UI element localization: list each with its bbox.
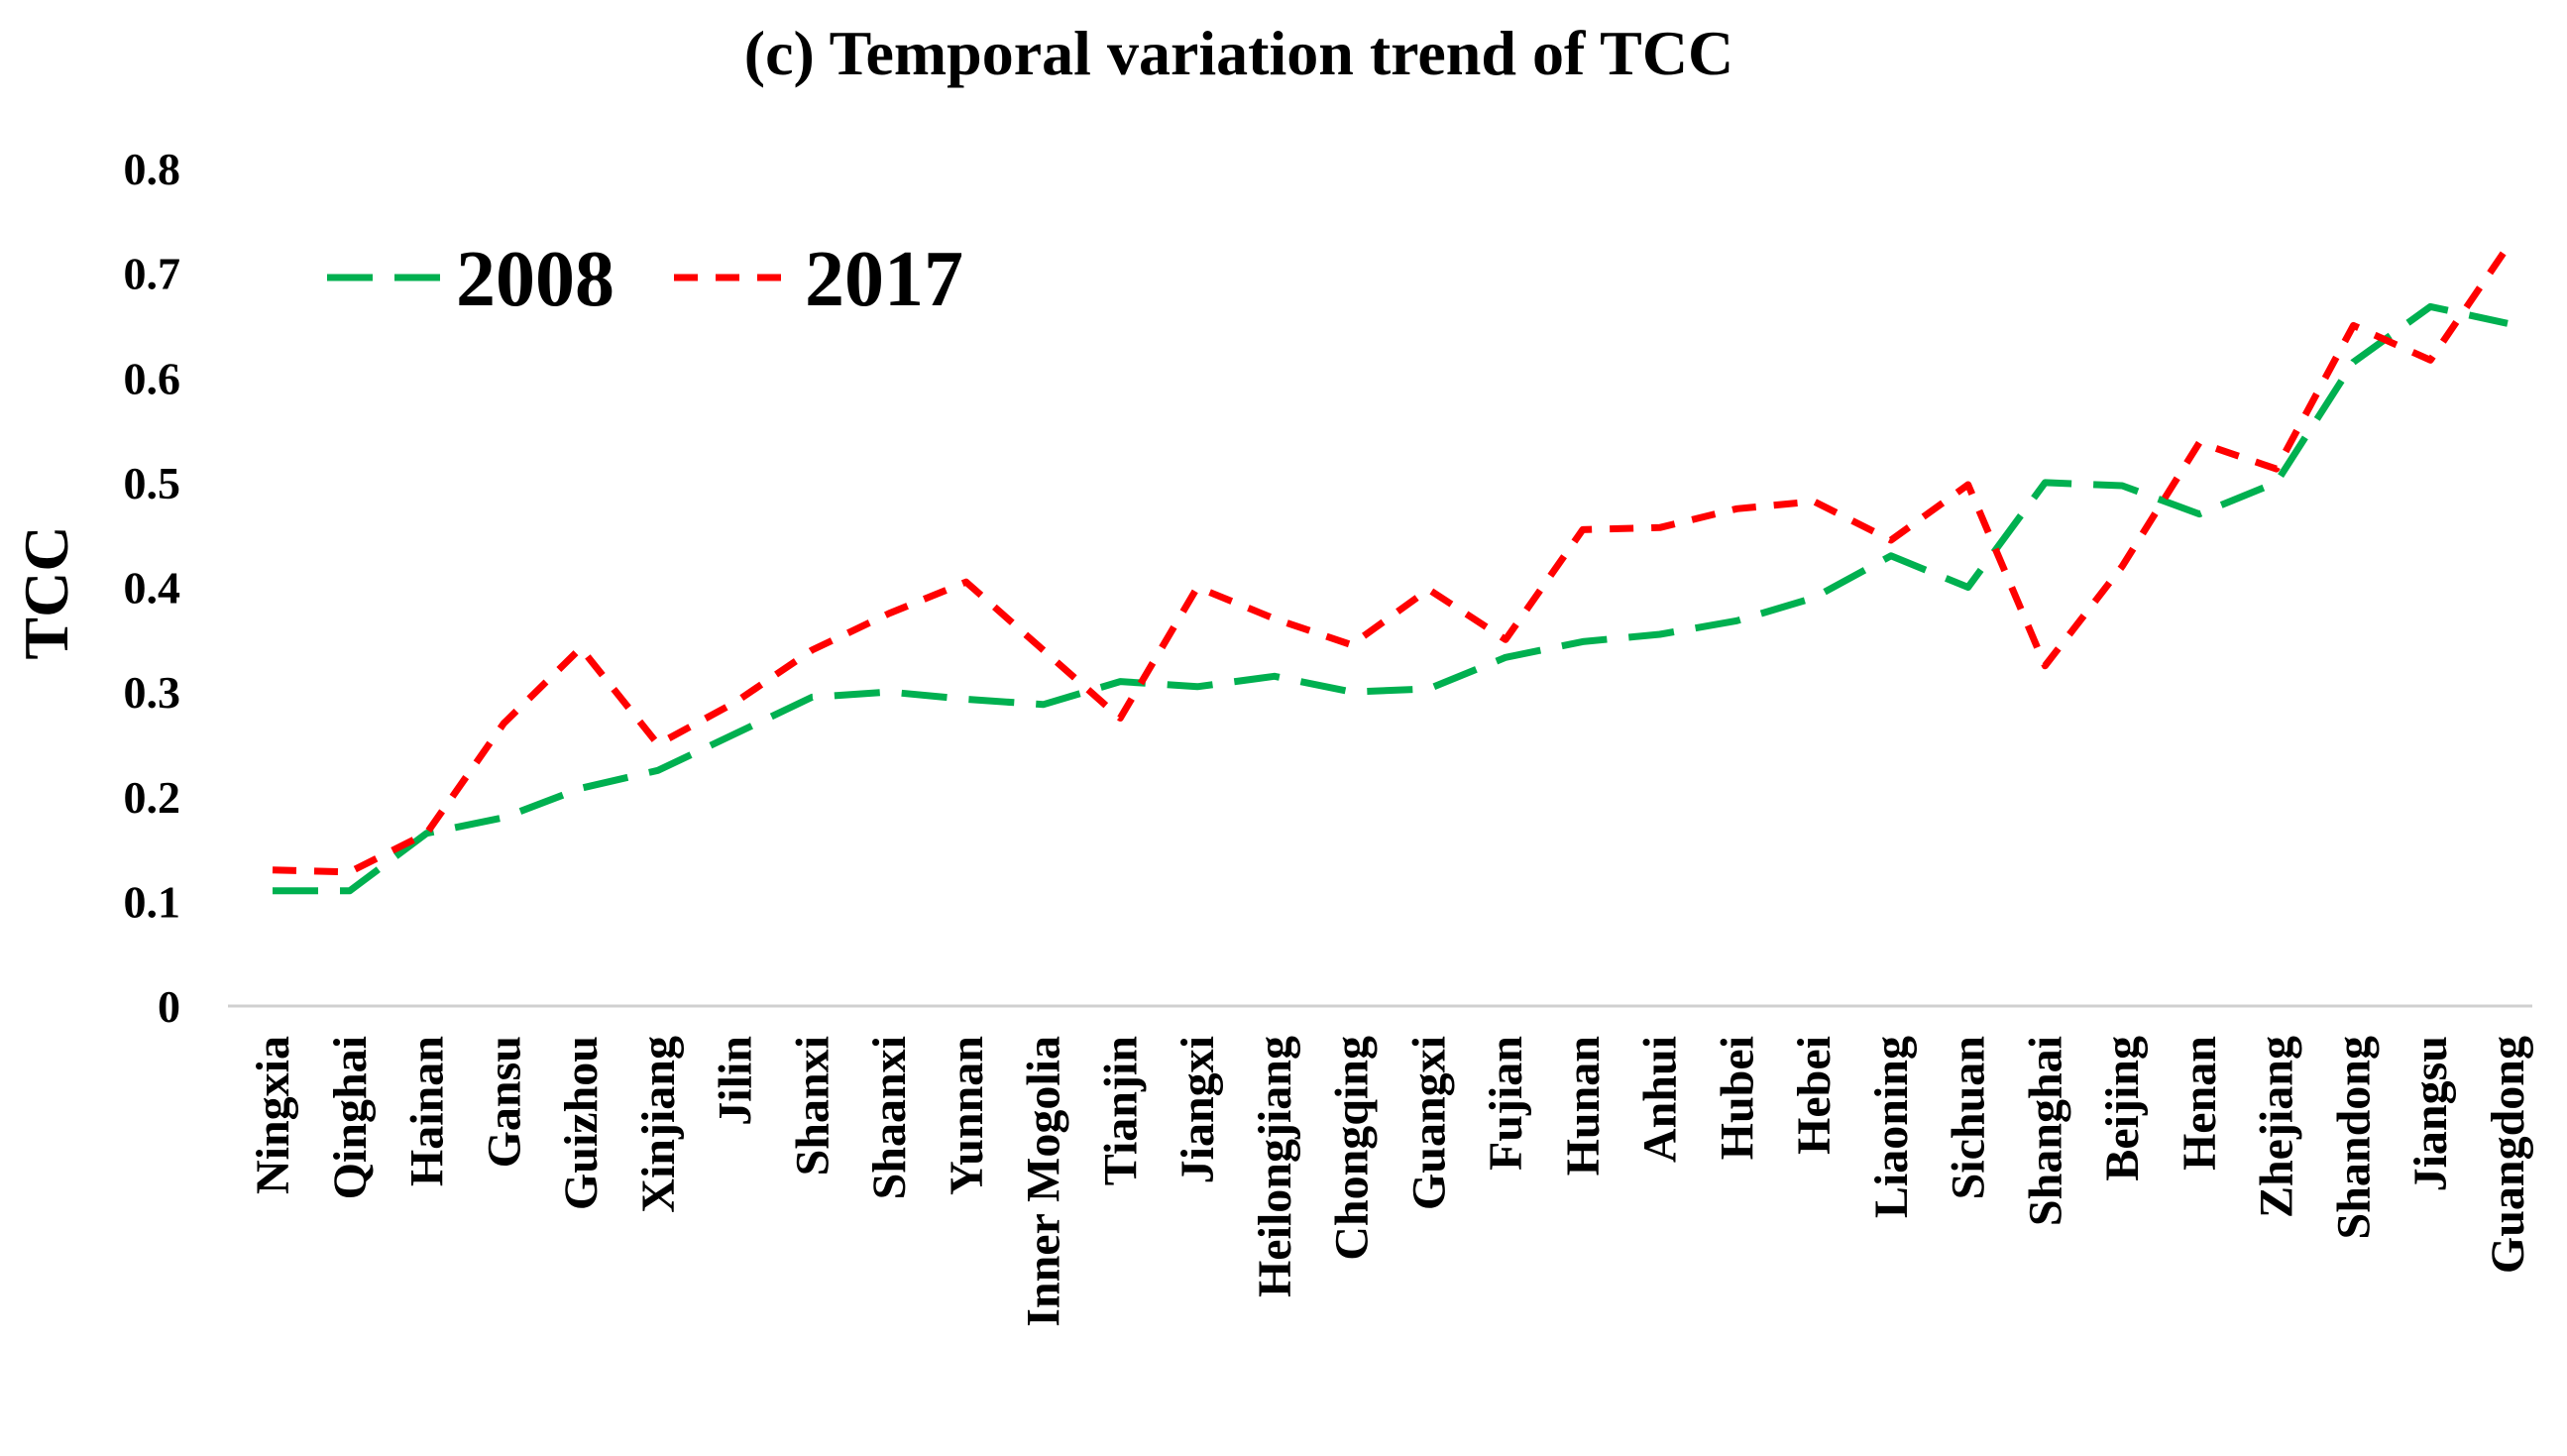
y-tick-label: 0.3	[124, 667, 181, 718]
series-line-2017	[272, 245, 2511, 876]
x-category-label: Yunnan	[941, 1036, 993, 1195]
x-category-label: Anhui	[1634, 1036, 1687, 1163]
x-category-label: Zhejiang	[2251, 1036, 2303, 1218]
x-category-label: Ningxia	[247, 1036, 299, 1194]
x-category-label: Guangdong	[2482, 1036, 2534, 1274]
x-category-label: Chongqing	[1326, 1036, 1379, 1261]
x-category-label: Shanxi	[786, 1036, 838, 1176]
y-tick-label: 0.2	[124, 772, 181, 823]
x-category-label: Henan	[2174, 1036, 2226, 1171]
y-axis-ticks: 0 0.1 0.2 0.3 0.4 0.5 0.6 0.7 0.8	[124, 144, 181, 1032]
x-category-label: Jiangsu	[2404, 1036, 2457, 1191]
legend-label-2017: 2017	[805, 236, 963, 323]
legend-label-2008: 2008	[456, 236, 614, 323]
series-layer	[272, 245, 2511, 895]
x-category-label: Heilongjiang	[1249, 1036, 1301, 1297]
x-category-label: Qinghai	[324, 1036, 377, 1199]
x-category-label: Fujian	[1480, 1036, 1532, 1171]
y-tick-label: 0.1	[124, 876, 181, 927]
y-tick-label: 0.8	[124, 144, 181, 194]
x-category-label: Guangxi	[1402, 1036, 1455, 1210]
x-category-label: Hebei	[1788, 1036, 1841, 1155]
y-tick-label: 0.5	[124, 458, 181, 508]
x-category-label: Jiangxi	[1172, 1036, 1224, 1183]
series-line-2008	[273, 302, 2509, 895]
x-category-label: Jilin	[710, 1036, 762, 1126]
x-category-label: Xinjiang	[632, 1036, 685, 1213]
x-category-label: Shandong	[2327, 1036, 2380, 1239]
x-category-label: Gansu	[478, 1036, 530, 1168]
x-category-label: Hunan	[1557, 1036, 1610, 1176]
chart-title: (c) Temporal variation trend of TCC	[744, 18, 1734, 88]
x-axis-category-labels: Ningxia Qinghai Hainan Gansu Guizhou Xinjiang…	[247, 1036, 2534, 1327]
x-category-label: Tianjin	[1094, 1036, 1147, 1185]
x-category-label: Inner Mogolia	[1018, 1036, 1070, 1327]
y-tick-label: 0.4	[124, 563, 181, 614]
x-category-label: Hubei	[1711, 1036, 1763, 1160]
legend: 2008 2017	[327, 236, 963, 323]
x-category-label: Beijing	[2096, 1036, 2149, 1181]
y-tick-label: 0.7	[124, 249, 181, 299]
y-tick-label: 0.6	[124, 353, 181, 403]
x-category-label: Shaanxi	[863, 1036, 916, 1199]
x-category-label: Hainan	[401, 1036, 454, 1186]
x-category-label: Sichuan	[1943, 1036, 1995, 1199]
x-category-label: Liaoning	[1865, 1036, 1918, 1218]
y-axis-label: TCC	[11, 525, 81, 659]
x-category-label: Shanghai	[2019, 1036, 2071, 1226]
x-category-label: Guizhou	[555, 1036, 608, 1210]
y-tick-label: 0	[158, 981, 180, 1032]
